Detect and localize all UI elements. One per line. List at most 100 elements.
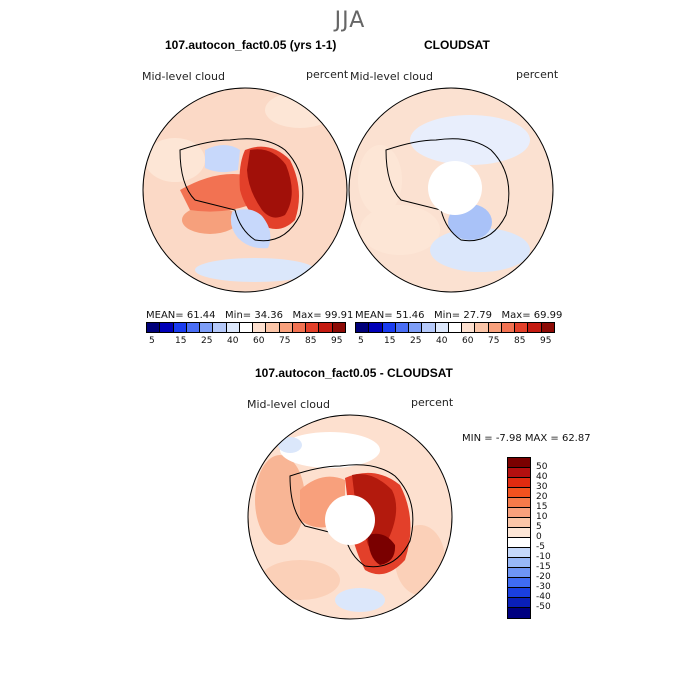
colorbar-swatch xyxy=(488,323,502,332)
colorbar-swatch xyxy=(448,323,463,332)
legend-swatch xyxy=(508,588,530,598)
map-panel2-border xyxy=(348,87,554,293)
colorbar-swatch xyxy=(200,323,214,332)
panel2-stats: MEAN= 51.46 Min= 27.79 Max= 69.99 xyxy=(355,310,562,321)
panel3-data-gap xyxy=(325,495,375,545)
panel3-variable: Mid-level cloud xyxy=(247,398,330,411)
panel2-variable: Mid-level cloud xyxy=(350,70,433,83)
legend-label: -20 xyxy=(536,572,551,582)
legend-label: 15 xyxy=(536,502,548,512)
panel2-data-gap xyxy=(428,161,482,215)
map-panel1 xyxy=(143,88,347,292)
legend-label: -15 xyxy=(536,562,551,572)
colorbar-tick-label: 40 xyxy=(436,336,448,346)
colorbar-swatch xyxy=(515,323,529,332)
colorbar-swatch xyxy=(382,323,396,332)
colorbar-tick-label: 15 xyxy=(384,336,396,346)
legend-label: 0 xyxy=(536,532,542,542)
panel1-mean: 61.44 xyxy=(186,310,216,321)
panel2-colorbar xyxy=(355,322,555,333)
colorbar-swatch xyxy=(306,323,320,332)
colorbar-swatch xyxy=(266,323,280,332)
legend-label: 30 xyxy=(536,482,548,492)
map-panel2 xyxy=(349,88,553,292)
legend-swatch xyxy=(508,508,530,518)
panel2-mean: 51.46 xyxy=(395,310,425,321)
colorbar-swatch xyxy=(409,323,423,332)
colorbar-swatch xyxy=(369,323,383,332)
panel1-variable: Mid-level cloud xyxy=(142,70,225,83)
season-title: JJA xyxy=(334,8,366,33)
panel3-max-label: MAX = xyxy=(524,433,559,444)
panel2-title: CLOUDSAT xyxy=(424,38,490,52)
colorbar-swatch xyxy=(160,323,174,332)
colorbar-swatch xyxy=(422,323,436,332)
panel1-max-label: Max= xyxy=(292,310,322,321)
panel3-max: 62.87 xyxy=(561,433,591,444)
colorbar-swatch xyxy=(279,323,293,332)
panel2-max-label: Max= xyxy=(501,310,531,321)
panel2-min: 27.79 xyxy=(463,310,492,321)
colorbar-swatch xyxy=(173,323,187,332)
panel3-title: 107.autocon_fact0.05 - CLOUDSAT xyxy=(255,366,453,380)
colorbar-swatch xyxy=(475,323,489,332)
panel3-min-label: MIN = xyxy=(462,433,493,444)
legend-swatch xyxy=(508,478,530,488)
panel2-min-label: Min= xyxy=(434,310,461,321)
colorbar-tick-label: 15 xyxy=(175,336,187,346)
colorbar-tick-label: 75 xyxy=(488,336,500,346)
colorbar-tick-label: 40 xyxy=(227,336,239,346)
legend-swatch xyxy=(508,528,530,538)
colorbar-tick-label: 95 xyxy=(540,336,552,346)
colorbar-tick-label: 85 xyxy=(305,336,317,346)
legend-swatch xyxy=(508,468,530,478)
legend-swatch xyxy=(508,558,530,568)
colorbar-swatch xyxy=(253,323,267,332)
colorbar-swatch xyxy=(435,323,449,332)
legend-swatch xyxy=(508,498,530,508)
legend-swatch xyxy=(508,538,530,548)
legend-label: 10 xyxy=(536,512,548,522)
panel1-title: 107.autocon_fact0.05 (yrs 1-1) xyxy=(165,38,337,52)
panel3-min: -7.98 xyxy=(495,433,522,444)
panel1-min: 34.36 xyxy=(254,310,283,321)
panel1-mean-label: MEAN= xyxy=(146,310,184,321)
panel3-units: percent xyxy=(411,396,454,409)
legend-label: 50 xyxy=(536,462,548,472)
map-panel3-border xyxy=(247,414,453,620)
panel3-colorbar xyxy=(507,457,531,619)
colorbar-swatch xyxy=(186,323,201,332)
colorbar-swatch xyxy=(462,323,476,332)
legend-swatch xyxy=(508,578,530,588)
legend-label: 40 xyxy=(536,472,548,482)
colorbar-tick-label: 60 xyxy=(462,336,474,346)
colorbar-swatch xyxy=(332,323,345,332)
colorbar-swatch xyxy=(319,323,333,332)
panel1-stats: MEAN= 61.44 Min= 34.36 Max= 99.91 xyxy=(146,310,353,321)
colorbar-tick-label: 75 xyxy=(279,336,291,346)
legend-label: -50 xyxy=(536,602,551,612)
colorbar-tick-label: 5 xyxy=(358,336,364,346)
colorbar-swatch xyxy=(541,323,554,332)
panel2-max: 69.99 xyxy=(533,310,563,321)
legend-swatch xyxy=(508,488,530,498)
legend-swatch xyxy=(508,458,530,468)
colorbar-swatch xyxy=(213,323,227,332)
panel2-mean-label: MEAN= xyxy=(355,310,393,321)
legend-swatch xyxy=(508,608,530,618)
legend-swatch xyxy=(508,518,530,528)
legend-label: -10 xyxy=(536,552,551,562)
panel2-colorbar-ticks: 5 15 25 40 60 75 85 95 xyxy=(355,336,553,348)
legend-label: -40 xyxy=(536,592,551,602)
colorbar-swatch xyxy=(226,323,240,332)
panel1-max: 99.91 xyxy=(324,310,354,321)
colorbar-swatch xyxy=(147,323,161,332)
legend-label: -30 xyxy=(536,582,551,592)
legend-swatch xyxy=(508,568,530,578)
legend-swatch xyxy=(508,548,530,558)
colorbar-swatch xyxy=(356,323,370,332)
panel1-units: percent xyxy=(306,68,349,81)
colorbar-tick-label: 60 xyxy=(253,336,265,346)
colorbar-swatch xyxy=(239,323,254,332)
